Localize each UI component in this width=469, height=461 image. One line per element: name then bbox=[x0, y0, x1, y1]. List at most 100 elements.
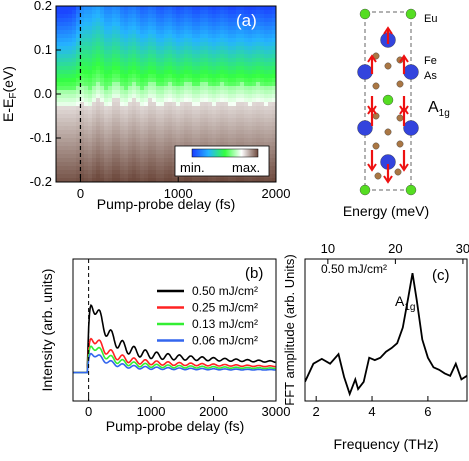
heatmap-cell bbox=[108, 178, 113, 182]
heatmap-cell bbox=[240, 34, 245, 39]
heatmap-cell bbox=[128, 146, 133, 151]
heatmap-cell bbox=[144, 58, 149, 63]
x-tick-label: 0 bbox=[77, 186, 84, 201]
heatmap-cell bbox=[268, 58, 273, 63]
heatmap-cell bbox=[140, 158, 145, 163]
heatmap-cell bbox=[228, 134, 233, 139]
heatmap-cell bbox=[76, 150, 81, 155]
heatmap-cell bbox=[172, 42, 177, 47]
panel-c-plot bbox=[305, 273, 467, 397]
heatmap-cell bbox=[128, 54, 133, 59]
heatmap-cell bbox=[140, 174, 145, 179]
heatmap-cell bbox=[248, 62, 253, 67]
heatmap-cell bbox=[68, 30, 73, 35]
heatmap-cell bbox=[176, 42, 181, 47]
heatmap-cell bbox=[172, 166, 177, 171]
heatmap-cell bbox=[260, 14, 265, 19]
heatmap-cell bbox=[128, 30, 133, 35]
heatmap-cell bbox=[56, 62, 61, 67]
heatmap-cell bbox=[76, 102, 81, 107]
heatmap-cell bbox=[132, 10, 137, 15]
heatmap-cell bbox=[160, 146, 165, 151]
heatmap-cell bbox=[120, 110, 125, 115]
heatmap-cell bbox=[268, 158, 273, 163]
heatmap-cell bbox=[116, 126, 121, 131]
heatmap-cell bbox=[224, 46, 229, 51]
heatmap-cell bbox=[104, 134, 109, 139]
heatmap-cell bbox=[232, 74, 237, 79]
heatmap-cell bbox=[192, 50, 197, 55]
heatmap-cell bbox=[100, 98, 105, 103]
heatmap-cell bbox=[252, 22, 257, 27]
heatmap-cell bbox=[136, 142, 141, 147]
heatmap-cell bbox=[236, 98, 241, 103]
heatmap-cell bbox=[60, 178, 65, 182]
heatmap-cell bbox=[144, 98, 149, 103]
heatmap-cell bbox=[120, 106, 125, 111]
heatmap-cell bbox=[120, 66, 125, 71]
heatmap-cell bbox=[244, 18, 249, 23]
heatmap-cell bbox=[252, 34, 257, 39]
heatmap-cell bbox=[268, 94, 273, 99]
heatmap-cell bbox=[184, 30, 189, 35]
heatmap-cell bbox=[164, 42, 169, 47]
heatmap-cell bbox=[88, 114, 93, 119]
heatmap-cell bbox=[152, 74, 157, 79]
heatmap-cell bbox=[188, 130, 193, 135]
heatmap-cell bbox=[80, 118, 85, 123]
heatmap-cell bbox=[116, 98, 121, 103]
fe-atom bbox=[357, 120, 373, 136]
heatmap-cell bbox=[144, 110, 149, 115]
heatmap-cell bbox=[180, 122, 185, 127]
heatmap-cell bbox=[156, 6, 161, 11]
heatmap-cell bbox=[56, 82, 61, 87]
heatmap-cell bbox=[124, 38, 129, 43]
heatmap-cell bbox=[128, 106, 133, 111]
heatmap-cell bbox=[196, 26, 201, 31]
heatmap-cell bbox=[128, 122, 133, 127]
heatmap-cell bbox=[72, 18, 77, 23]
heatmap-cell bbox=[224, 90, 229, 95]
heatmap-cell bbox=[160, 110, 165, 115]
heatmap-cell bbox=[124, 86, 129, 91]
heatmap-cell bbox=[92, 162, 97, 167]
heatmap-cell bbox=[144, 62, 149, 67]
crystal-structure: Eu Fe As A1g bbox=[357, 8, 450, 196]
heatmap-cell bbox=[272, 162, 276, 167]
heatmap-cell bbox=[132, 18, 137, 23]
heatmap-cell bbox=[204, 14, 209, 19]
heatmap-cell bbox=[248, 90, 253, 95]
heatmap-cell bbox=[124, 134, 129, 139]
heatmap-cell bbox=[196, 50, 201, 55]
heatmap-cell bbox=[208, 110, 213, 115]
heatmap-cell bbox=[188, 86, 193, 91]
heatmap-cell bbox=[60, 46, 65, 51]
heatmap-cell bbox=[148, 94, 153, 99]
heatmap-cell bbox=[268, 10, 273, 15]
heatmap-cell bbox=[236, 6, 241, 11]
heatmap-cell bbox=[64, 134, 69, 139]
heatmap-cell bbox=[204, 38, 209, 43]
heatmap-cell bbox=[160, 78, 165, 83]
heatmap-cell bbox=[264, 54, 269, 59]
heatmap-cell bbox=[268, 82, 273, 87]
heatmap-cell bbox=[228, 58, 233, 63]
heatmap-cell bbox=[164, 90, 169, 95]
heatmap-cell bbox=[256, 6, 261, 11]
heatmap-cell bbox=[100, 106, 105, 111]
heatmap-cell bbox=[96, 138, 101, 143]
heatmap-cell bbox=[116, 178, 121, 182]
heatmap-cell bbox=[60, 130, 65, 135]
heatmap-cell bbox=[228, 26, 233, 31]
heatmap-cell bbox=[136, 42, 141, 47]
heatmap-cell bbox=[224, 142, 229, 147]
heatmap-cell bbox=[60, 170, 65, 175]
heatmap-cell bbox=[220, 178, 225, 182]
heatmap-cell bbox=[56, 74, 61, 79]
heatmap-cell bbox=[108, 122, 113, 127]
heatmap-cell bbox=[108, 54, 113, 59]
heatmap-cell bbox=[116, 94, 121, 99]
heatmap-cell bbox=[228, 46, 233, 51]
heatmap-cell bbox=[192, 130, 197, 135]
heatmap-cell bbox=[132, 58, 137, 63]
